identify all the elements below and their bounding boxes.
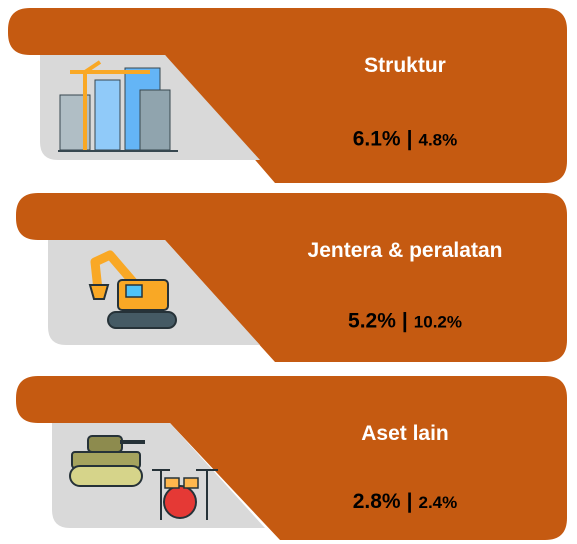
card-title: Struktur bbox=[364, 54, 446, 77]
card-values: 5.2% | 10.2% bbox=[348, 310, 462, 333]
cymbal bbox=[152, 469, 218, 520]
tank-turret bbox=[87, 435, 123, 453]
building bbox=[94, 79, 121, 151]
card-orange bbox=[8, 8, 567, 183]
card: Struktur 6.1% | 4.8% bbox=[8, 8, 567, 183]
bucket bbox=[88, 284, 110, 300]
drum-small bbox=[183, 477, 199, 489]
tank-track bbox=[69, 465, 143, 487]
icon bbox=[88, 250, 177, 329]
card-title: Aset lain bbox=[361, 422, 449, 445]
card-orange bbox=[16, 193, 567, 362]
secondary-value: 4.8% bbox=[419, 131, 458, 150]
primary-value: 5.2% bbox=[348, 310, 396, 333]
primary-value: 6.1% bbox=[353, 128, 401, 151]
separator: | bbox=[407, 490, 413, 513]
crane bbox=[70, 60, 150, 150]
track bbox=[107, 311, 177, 329]
card: Aset lain 2.8% | 2.4% bbox=[16, 376, 567, 540]
separator: | bbox=[402, 310, 408, 333]
card-values: 2.8% | 2.4% bbox=[353, 490, 458, 513]
card-values: 6.1% | 4.8% bbox=[353, 128, 458, 151]
cards: Struktur 6.1% | 4.8% Jentera & peralatan 5.2%… bbox=[8, 8, 567, 540]
drum-small bbox=[164, 477, 180, 489]
card-orange bbox=[16, 376, 567, 540]
window bbox=[125, 284, 143, 298]
separator: | bbox=[407, 128, 413, 151]
drum bbox=[163, 485, 197, 519]
card-title: Jentera & peralatan bbox=[308, 239, 503, 262]
building bbox=[139, 89, 171, 151]
icon bbox=[58, 60, 178, 152]
primary-value: 2.8% bbox=[353, 490, 401, 513]
card: Jentera & peralatan 5.2% | 10.2% bbox=[16, 193, 567, 362]
secondary-value: 2.4% bbox=[419, 493, 458, 512]
arm bbox=[90, 250, 144, 293]
secondary-value: 10.2% bbox=[414, 313, 462, 332]
icon bbox=[69, 435, 218, 520]
